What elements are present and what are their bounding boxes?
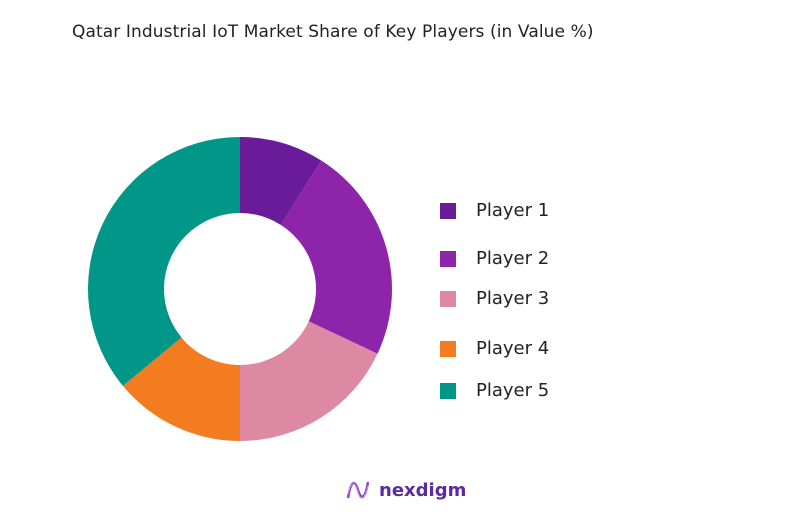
legend-swatch (440, 340, 456, 357)
legend-swatch (440, 250, 456, 267)
slice-player-2 (280, 160, 393, 354)
logo-text: nexdigm (379, 479, 467, 501)
legend-item: Player 4 (440, 338, 549, 359)
legend-item: Player 3 (440, 288, 549, 309)
slice-player-1 (240, 137, 322, 225)
legend-label: Player 5 (476, 380, 550, 401)
legend-swatch (440, 290, 456, 307)
logo-wave-icon (346, 481, 370, 499)
legend-item: Player 2 (440, 248, 549, 269)
legend-label: Player 4 (476, 338, 550, 359)
legend-label: Player 3 (476, 288, 550, 309)
legend-label: Player 2 (476, 248, 550, 269)
chart-title: Qatar Industrial IoT Market Share of Key… (72, 22, 594, 42)
legend-item: Player 5 (440, 380, 549, 401)
legend-swatch (440, 202, 456, 219)
legend-label: Player 1 (476, 200, 550, 221)
legend-item: Player 1 (440, 200, 549, 221)
slice-player-4 (122, 337, 240, 442)
slice-player-5 (87, 137, 240, 386)
slice-player-3 (240, 321, 378, 441)
legend-swatch (440, 382, 456, 399)
nexdigm-logo: nexdigm (345, 478, 466, 502)
